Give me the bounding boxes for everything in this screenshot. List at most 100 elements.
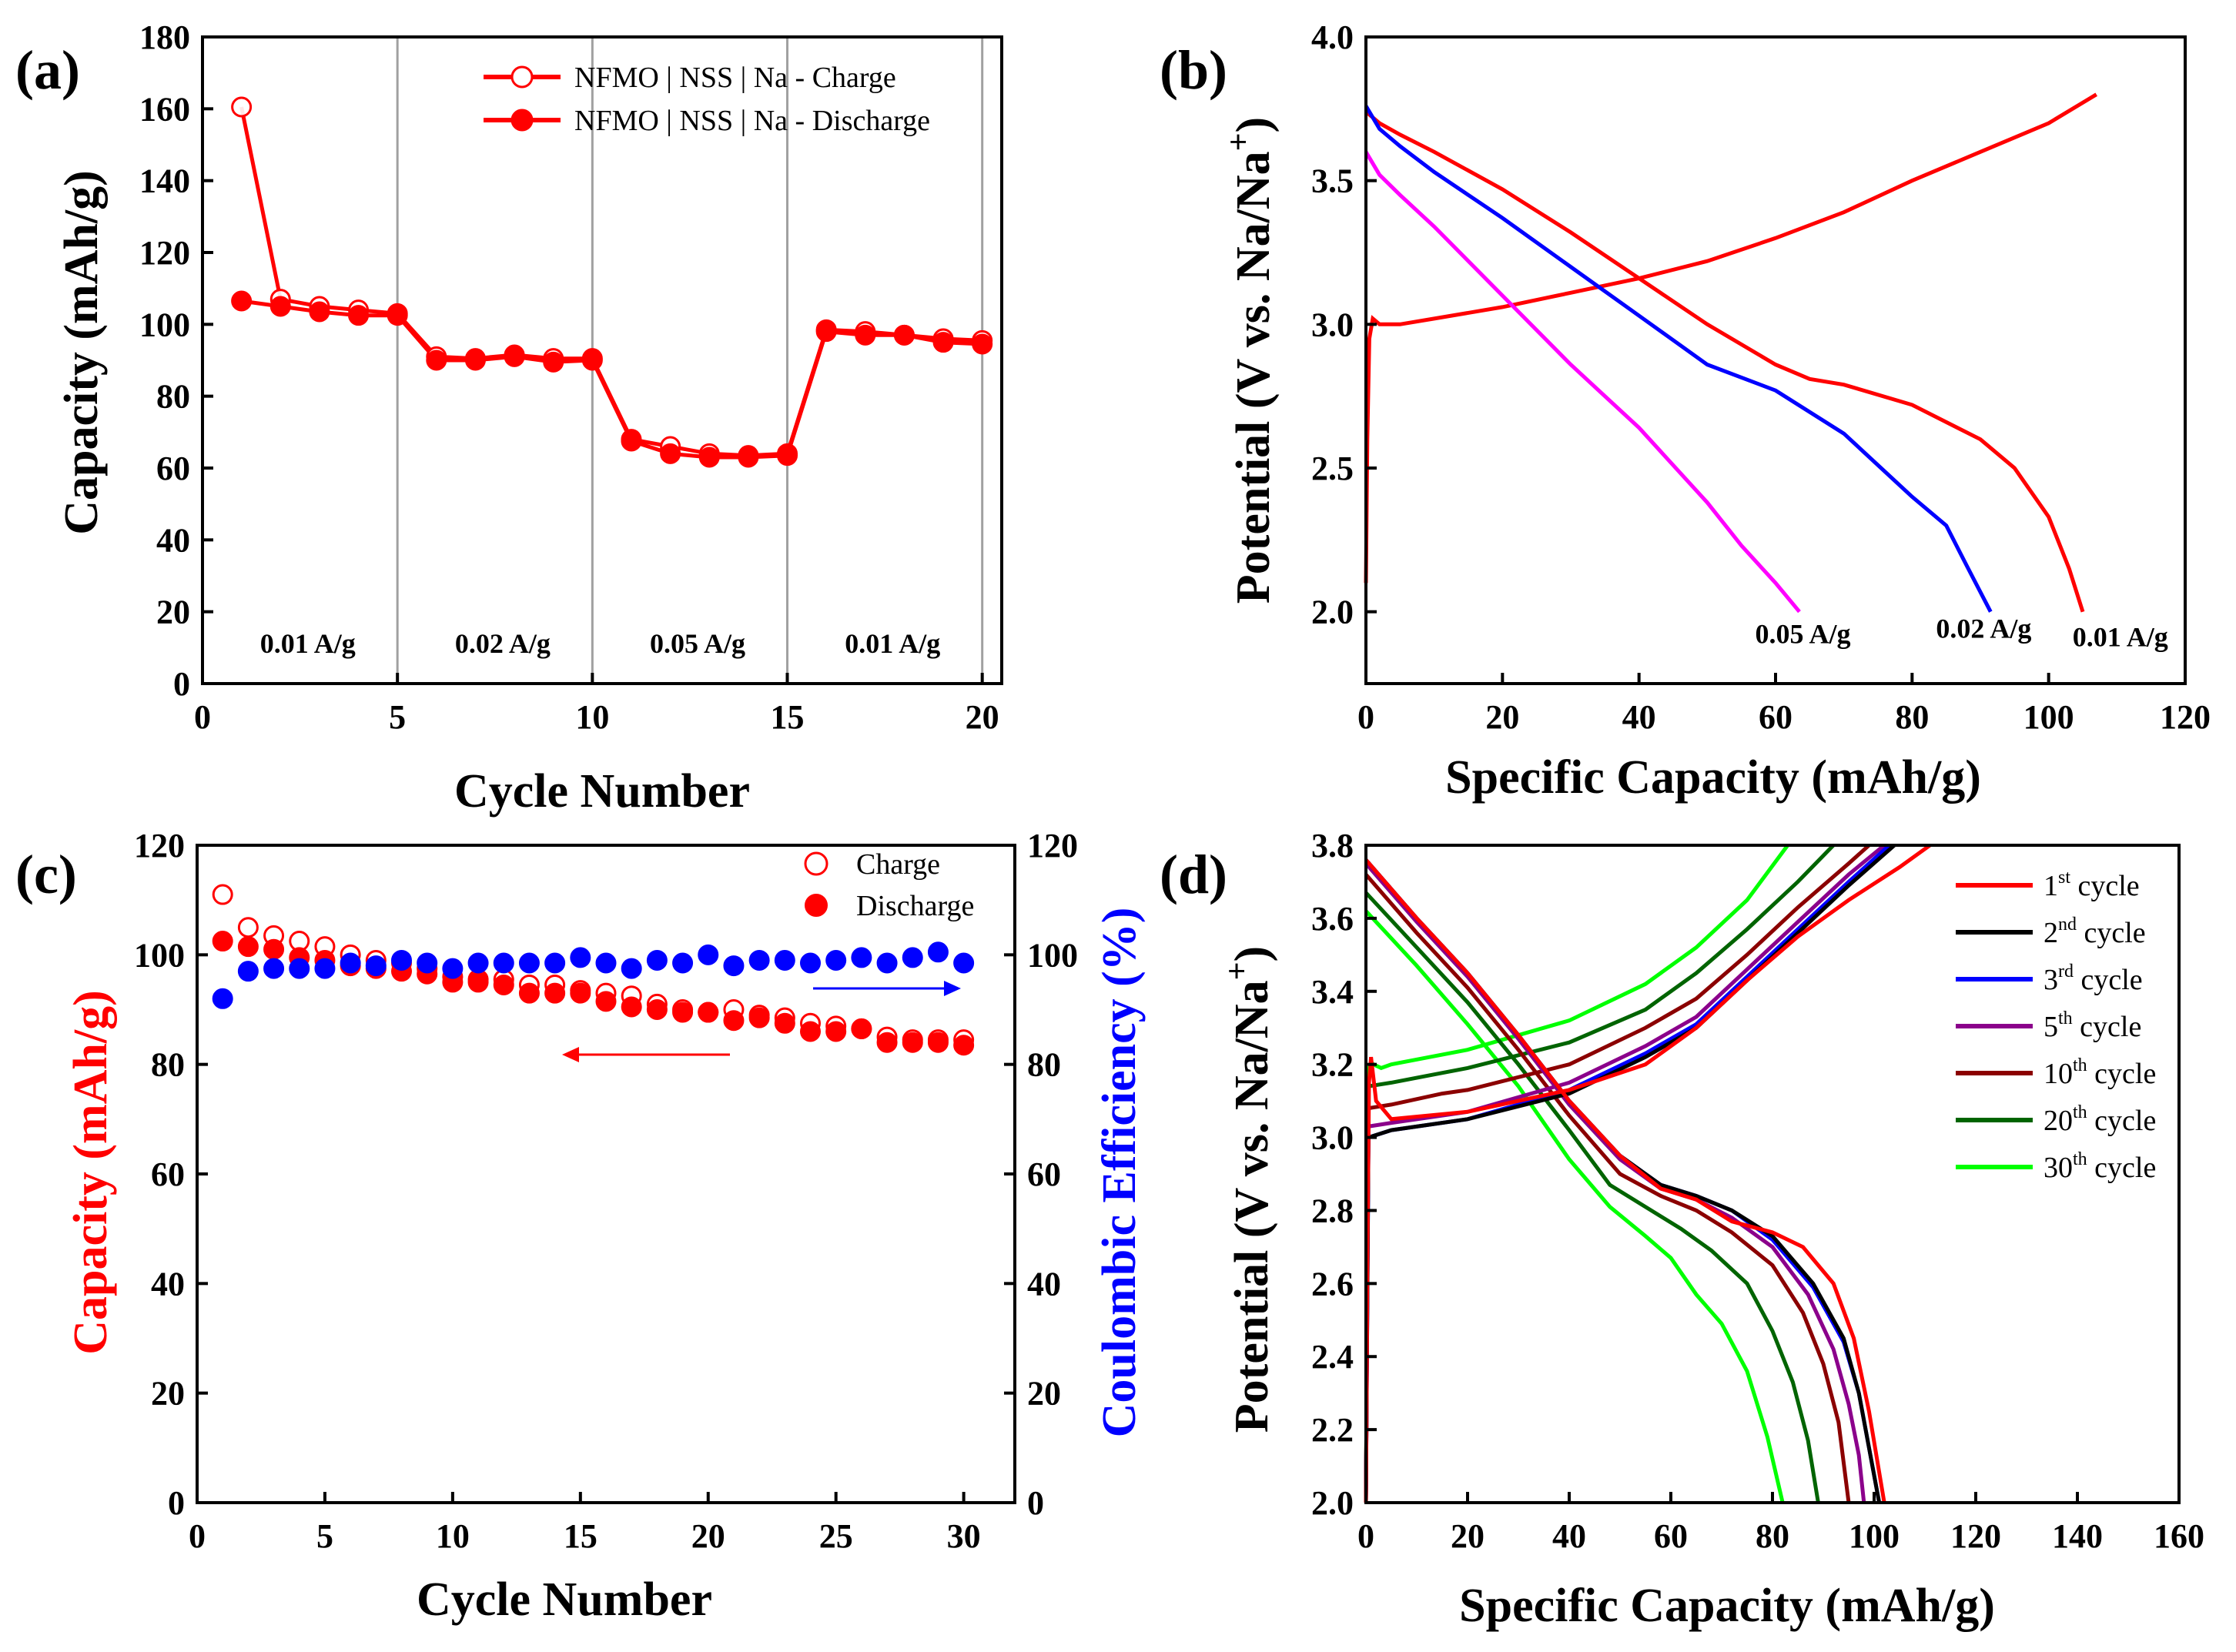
y2-tick-label: 20 [1027, 1375, 1061, 1413]
data-point-efficiency [595, 952, 617, 974]
y-tick-label: 60 [151, 1155, 185, 1193]
y-tick-label: 2.0 [1311, 1484, 1354, 1522]
data-point-discharge [723, 1010, 745, 1032]
legend-label: 30th cycle [2044, 1149, 2156, 1184]
discharge-curve-7 [1364, 909, 1785, 1503]
y2-tick-label: 80 [1027, 1046, 1061, 1084]
y-tick-label: 0 [173, 665, 190, 703]
y-tick-label: 3.2 [1311, 1046, 1354, 1084]
plot-frame [201, 35, 1003, 685]
data-point-discharge [237, 936, 259, 958]
panel-d-label: (d) [1160, 844, 1227, 905]
legend-marker-charge [510, 65, 534, 89]
x-tick-label: 120 [2160, 698, 2211, 736]
data-point-discharge [893, 324, 915, 346]
discharge-curve-5 [1364, 873, 1851, 1503]
data-point-efficiency [417, 952, 438, 974]
y-tick-label: 120 [134, 827, 185, 864]
data-point-efficiency [314, 958, 336, 979]
data-point-discharge [581, 349, 603, 371]
y2-tick-label: 120 [1027, 827, 1078, 864]
discharge-curve-3 [1364, 858, 1882, 1503]
y-axis-label: Potential (V vs. Na/Na+) [1221, 117, 1280, 604]
y-axis-label: Capacity (mAh/g) [55, 170, 108, 535]
data-point-efficiency [340, 952, 361, 974]
y-axis-label-sup: + [1220, 961, 1255, 980]
y-tick-label: 3.5 [1311, 162, 1354, 200]
legend-number: 20 [2044, 1105, 2073, 1137]
data-point-efficiency [646, 949, 668, 971]
data-point-discharge [927, 1032, 949, 1053]
legend-suffix: cycle [2073, 1011, 2142, 1043]
panel-c: (c) 0 5 10 15 20 25 30 0 20 40 60 80 100 120 0 20 40 60 80… [15, 827, 1146, 1626]
x-tick-label: 20 [966, 698, 999, 736]
y2-axis-label: Coulombic Efficiency (%) [1093, 908, 1146, 1438]
y-tick-label: 2.0 [1311, 594, 1354, 631]
legend-label-charge: NFMO | NSS | Na - Charge [574, 62, 896, 94]
x-tick-label: 160 [2154, 1517, 2204, 1555]
discharge-curve-2 [1364, 858, 1882, 1503]
data-point-efficiency [876, 952, 898, 974]
legend-superscript: th [2073, 1055, 2087, 1075]
y-tick-label: 2.6 [1311, 1265, 1354, 1303]
data-point-discharge [851, 1018, 872, 1039]
x-tick-label: 140 [2052, 1517, 2103, 1555]
x-tick-label: 0 [1357, 1517, 1374, 1555]
y-axis-label-sup: + [1221, 132, 1257, 151]
legend-number: 3 [2044, 964, 2058, 996]
rate-label: 0.05 A/g [650, 628, 745, 659]
x-tick-label: 100 [1849, 1517, 1900, 1555]
x-tick-label: 40 [1552, 1517, 1586, 1555]
data-point-discharge [504, 346, 525, 367]
data-point-discharge [263, 938, 285, 960]
y-tick-label: 160 [139, 90, 190, 128]
legend-label: 1st cycle [2044, 868, 2140, 902]
x-tick-label: 40 [1622, 698, 1656, 736]
y-tick-label: 4.0 [1311, 18, 1354, 56]
data-point-discharge [348, 305, 370, 326]
legend-marker-charge [804, 851, 828, 876]
legend-label-discharge: NFMO | NSS | Na - Discharge [574, 105, 930, 137]
data-point-charge [237, 917, 259, 938]
data-point-discharge [269, 296, 291, 317]
legend-marker-discharge [510, 109, 534, 132]
x-tick-label: 0 [189, 1517, 206, 1555]
data-point-charge [212, 884, 233, 905]
x-tick-label: 20 [1485, 698, 1519, 736]
y-tick-label: 0 [168, 1484, 185, 1522]
panel-a: (a) 0.01 A/g 0.02 A/g 0.05 A/g 0.01 A/g 0 5 1… [15, 18, 1003, 818]
data-point-efficiency [263, 958, 285, 979]
data-point-discharge [902, 1032, 923, 1053]
y-tick-label: 3.0 [1311, 1119, 1354, 1157]
data-point-discharge [825, 1021, 847, 1042]
data-point-efficiency [467, 952, 489, 974]
y-tick-label: 100 [139, 306, 190, 343]
curve-3 [1364, 151, 1801, 614]
data-point-discharge [748, 1007, 770, 1028]
x-tick-label: 10 [436, 1517, 470, 1555]
data-point-discharge [231, 290, 253, 312]
data-point-efficiency [493, 952, 514, 974]
legend-superscript: nd [2058, 915, 2077, 935]
x-tick-label: 20 [1451, 1517, 1485, 1555]
data-point-discharge [387, 305, 408, 326]
charge-curve-3 [1364, 844, 1891, 1503]
data-point-discharge [467, 971, 489, 993]
x-tick-label: 100 [2023, 698, 2074, 736]
data-point-efficiency [570, 947, 591, 968]
data-point-efficiency [723, 955, 745, 977]
data-point-discharge [646, 999, 668, 1020]
x-axis-label: Specific Capacity (mAh/g) [1445, 751, 1981, 804]
legend-label: 5th cycle [2044, 1008, 2141, 1043]
legend-label-discharge: Discharge [856, 890, 974, 922]
y-tick-label: 80 [156, 378, 190, 416]
y-tick-label: 60 [156, 450, 190, 487]
legend-superscript: st [2058, 868, 2070, 888]
legend-superscript: th [2073, 1149, 2087, 1169]
x-tick-label: 80 [1895, 698, 1929, 736]
y-axis-label-main: Potential (V vs. Na/Na [1226, 980, 1278, 1433]
data-point-discharge [972, 333, 993, 355]
y-tick-label: 20 [151, 1375, 185, 1413]
legend-number: 1 [2044, 870, 2058, 902]
